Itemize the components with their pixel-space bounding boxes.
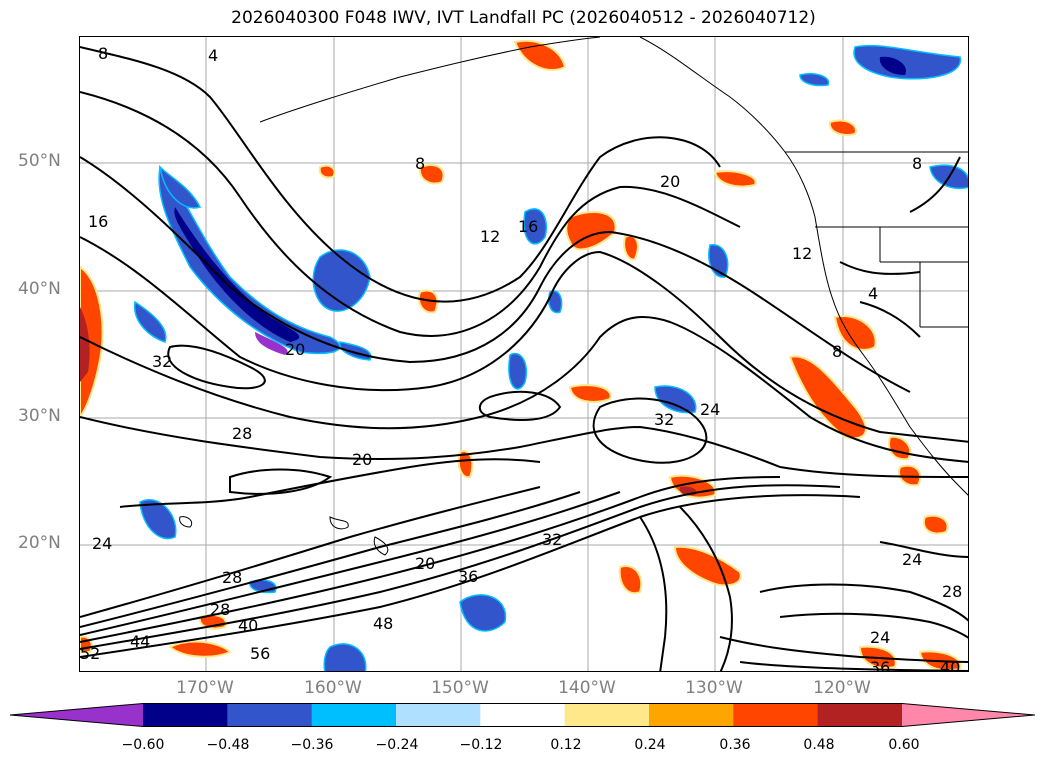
coastlines: [179, 37, 968, 556]
contour-label: 28: [222, 568, 242, 587]
contour-label: 36: [870, 658, 890, 672]
map-canvas: 8 4 16 8 12 16 20 32 20 28 20 32 24 24 2…: [80, 37, 968, 672]
contour-label: 4: [868, 284, 878, 303]
colorbar-segment: [733, 703, 819, 727]
contour-label: 24: [92, 534, 112, 553]
lon-label-160w: 160°W: [304, 678, 362, 698]
contour-label: 24: [902, 550, 922, 569]
lon-label-140w: 140°W: [558, 678, 616, 698]
colorbar-tick: 0.36: [719, 737, 751, 753]
contour-label: 28: [942, 582, 962, 601]
contour-label: 40: [238, 616, 258, 635]
lon-label-120w: 120°W: [813, 678, 871, 698]
contour-label: 20: [660, 172, 680, 191]
contour-label: 36: [458, 567, 478, 586]
lat-label-20n: 20°N: [18, 533, 61, 553]
contour-label: 20: [352, 450, 372, 469]
contour-label: 16: [88, 212, 108, 231]
contour-label: 24: [870, 628, 890, 647]
colorbar-extension-high: [902, 703, 1035, 727]
negative-pc-shading: [134, 44, 968, 671]
colorbar-segment: [227, 703, 313, 727]
contour-label: 12: [480, 227, 500, 246]
contour-label: 40: [940, 658, 960, 672]
colorbar-tick: −0.60: [121, 737, 165, 753]
contour-label: 32: [152, 352, 172, 371]
iwv-contours: [80, 46, 968, 671]
lon-label-130w: 130°W: [685, 678, 743, 698]
contour-label: 56: [250, 644, 270, 663]
contour-label: 4: [208, 46, 218, 65]
colorbar-segment: [311, 703, 397, 727]
colorbar-segment: [817, 703, 903, 727]
contour-label: 20: [415, 554, 435, 573]
contour-label: 12: [792, 244, 812, 263]
contour-label: 28: [210, 600, 230, 619]
colorbar-tick: −0.24: [375, 737, 419, 753]
colorbar-tick: −0.12: [459, 737, 503, 753]
colorbar-segment: [564, 703, 650, 727]
colorbar-tick: 0.12: [550, 737, 582, 753]
colorbar-tick: 0.24: [634, 737, 666, 753]
colorbar-extension-low: [10, 703, 143, 727]
contour-label: 32: [654, 410, 674, 429]
colorbar-segment: [480, 703, 566, 727]
contour-label-group: 8 4 16 8 12 16 20 32 20 28 20 32 24 24 2…: [80, 44, 962, 672]
colorbar-tick: 0.48: [803, 737, 835, 753]
lat-label-40n: 40°N: [18, 279, 61, 299]
contour-label: 44: [130, 632, 150, 651]
colorbar-segment: [396, 703, 481, 727]
lon-label-150w: 150°W: [431, 678, 489, 698]
contour-label: 52: [80, 644, 100, 663]
contour-label: 8: [415, 154, 425, 173]
colorbar-segment: [649, 703, 734, 727]
contour-label: 8: [98, 44, 108, 63]
colorbar-tick: −0.48: [206, 737, 250, 753]
lat-label-30n: 30°N: [18, 406, 61, 426]
colorbar-tick: 0.60: [888, 737, 920, 753]
colorbar-tick: −0.36: [290, 737, 334, 753]
chart-title: 2026040300 F048 IWV, IVT Landfall PC (20…: [231, 8, 816, 28]
contour-label: 20: [285, 340, 305, 359]
lon-label-170w: 170°W: [176, 678, 234, 698]
contour-label: 28: [232, 424, 252, 443]
contour-label: 48: [373, 614, 393, 633]
contour-label: 8: [912, 154, 922, 173]
contour-label: 32: [542, 530, 562, 549]
colorbar: [10, 703, 1035, 727]
lat-label-50n: 50°N: [18, 151, 61, 171]
colorbar-segment: [143, 703, 228, 727]
map-panel: 8 4 16 8 12 16 20 32 20 28 20 32 24 24 2…: [79, 36, 969, 672]
contour-label: 16: [518, 217, 538, 236]
contour-label: 8: [832, 342, 842, 361]
contour-label: 24: [700, 400, 720, 419]
